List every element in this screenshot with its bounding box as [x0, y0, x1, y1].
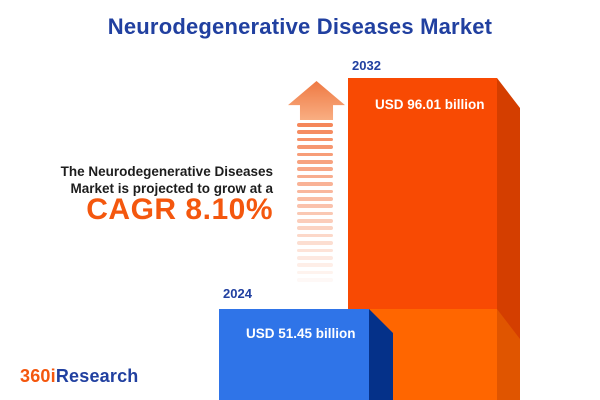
- bar-2032-side-face-lower: [497, 309, 520, 400]
- bar-2024: USD 51.45 billion: [219, 309, 393, 400]
- arrow-stripes: [297, 123, 333, 289]
- growth-arrow-icon: [288, 81, 345, 120]
- bar-2032: USD 96.01 billion: [348, 78, 520, 400]
- bar-2024-front-face: [219, 309, 369, 400]
- bar-2032-value-label: USD 96.01 billion: [375, 97, 485, 112]
- logo-360i: 360i: [20, 366, 56, 386]
- logo: 360iResearch: [20, 366, 139, 387]
- bar-2032-year-label: 2032: [352, 58, 381, 73]
- annotation-line-2: Market is projected to grow at a: [70, 180, 273, 196]
- logo-research: Research: [55, 366, 139, 386]
- bar-2024-value-label: USD 51.45 billion: [246, 326, 356, 341]
- annotation-line-1: The Neurodegenerative Diseases: [60, 164, 273, 179]
- cagr-value: CAGR 8.10%: [86, 193, 273, 226]
- bar-2032-front-face-upper: [348, 78, 497, 309]
- growth-annotation: The Neurodegenerative Diseases Market is…: [20, 164, 273, 226]
- bar-2024-year-label: 2024: [223, 286, 252, 301]
- page-title: Neurodegenerative Diseases Market: [107, 14, 493, 39]
